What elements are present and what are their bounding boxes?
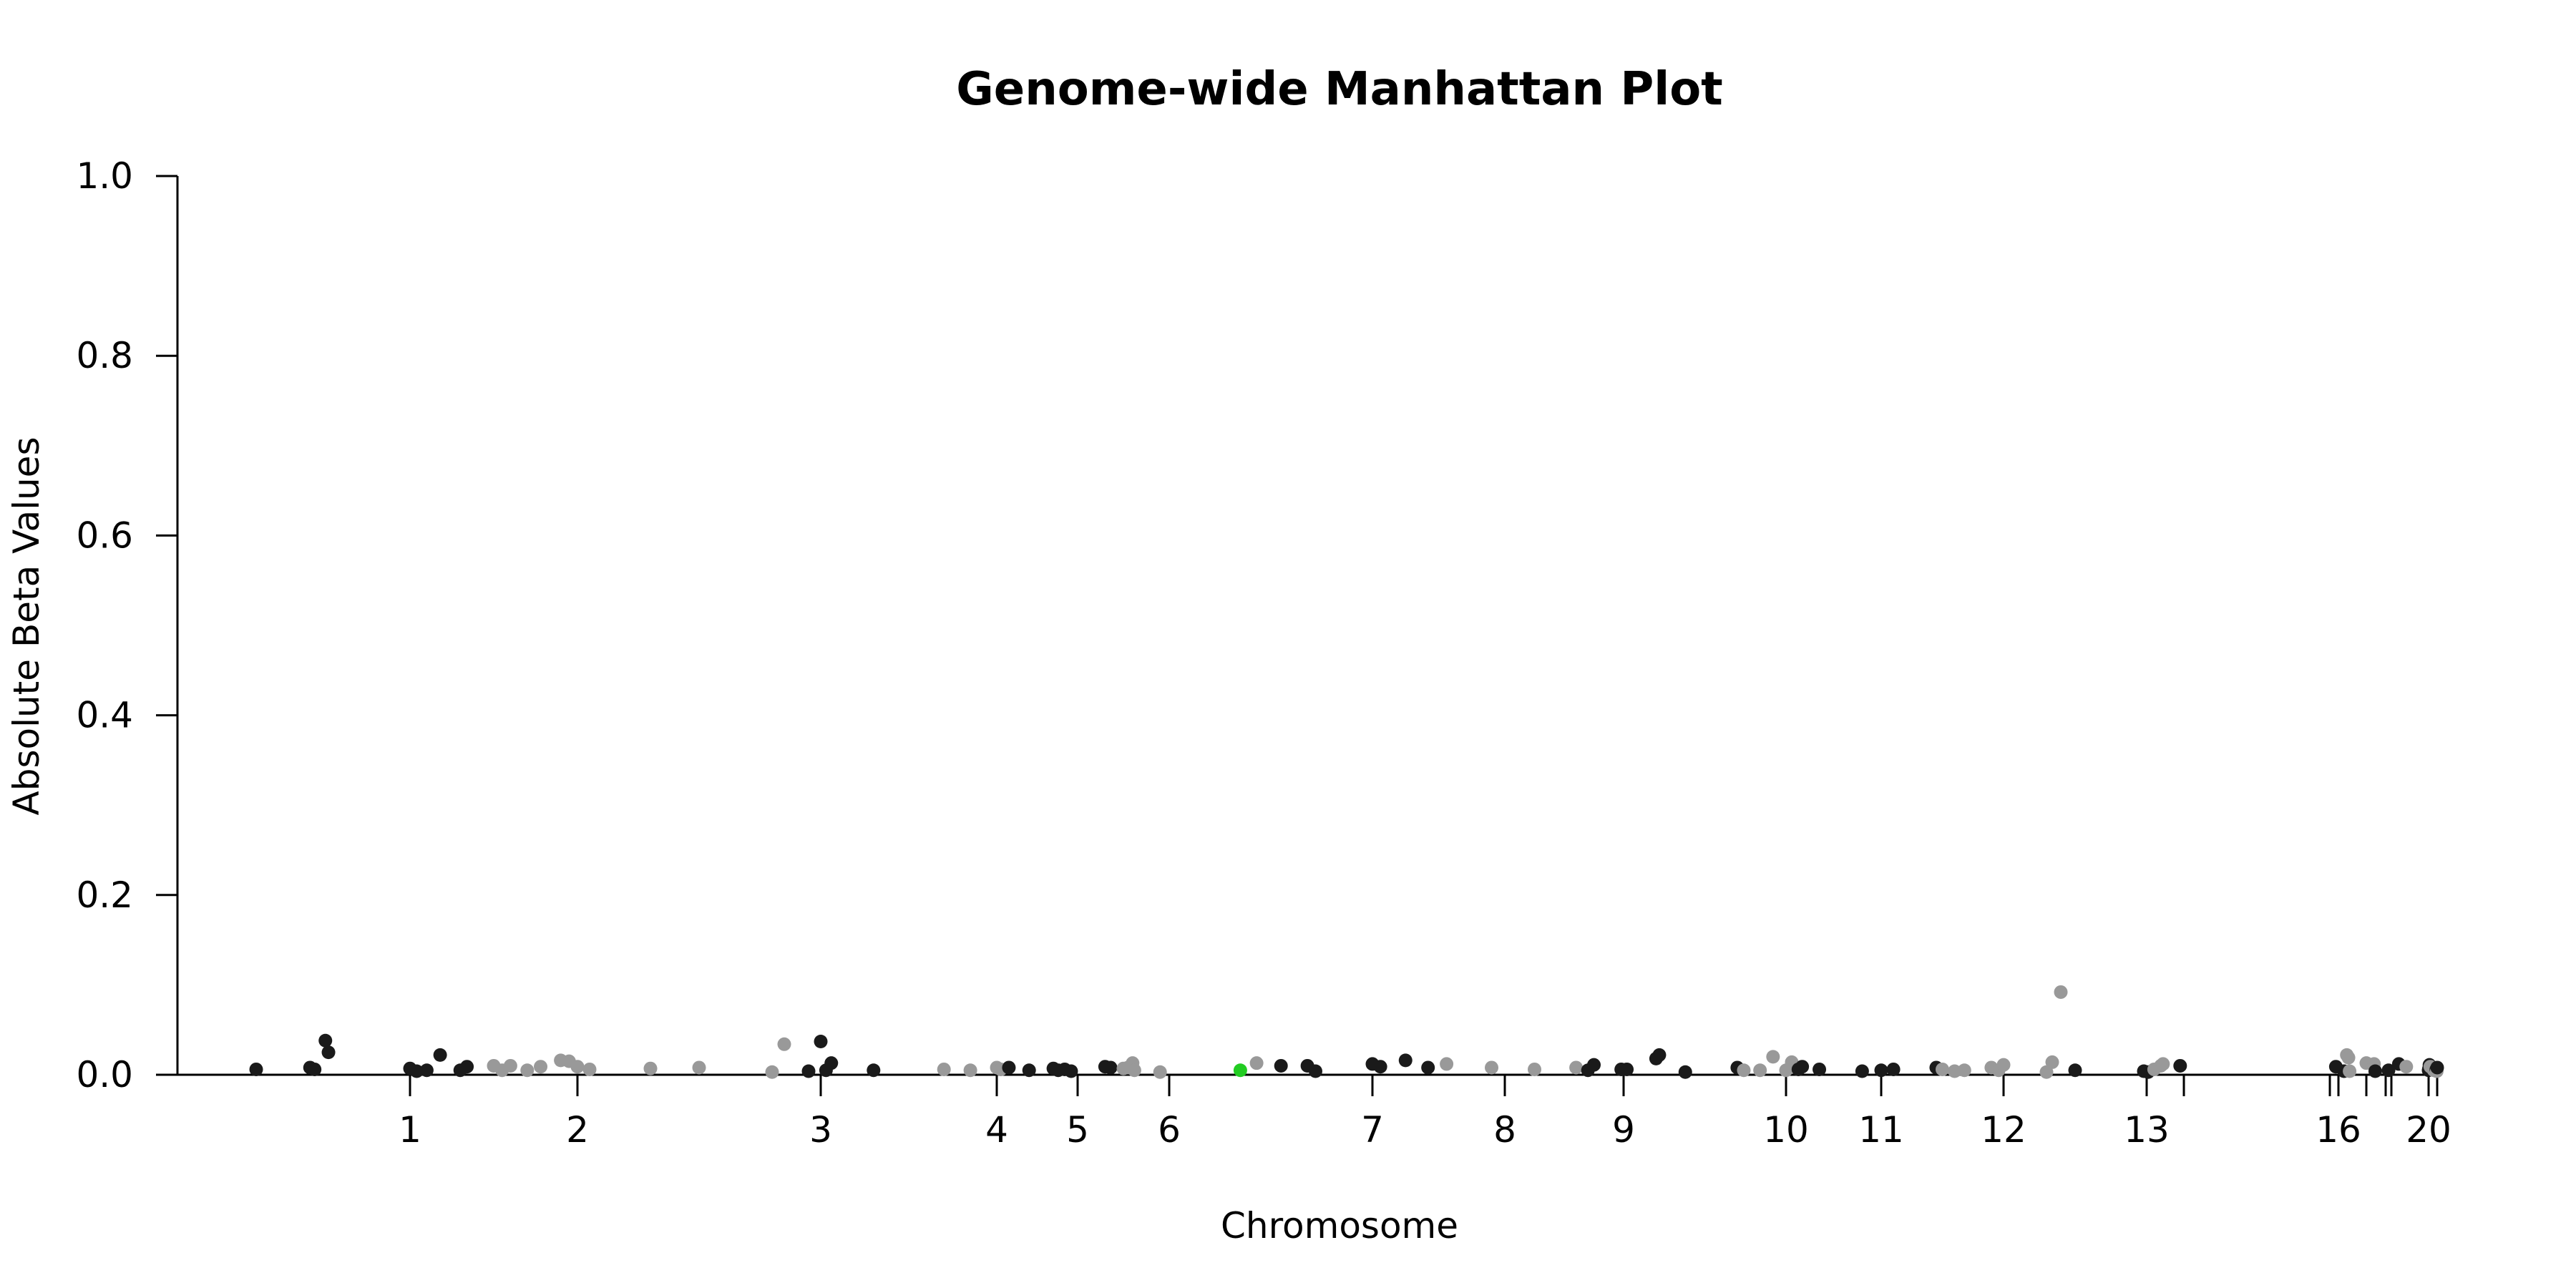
data-point	[1440, 1057, 1454, 1071]
data-point	[643, 1061, 658, 1075]
x-axis-label: Chromosome	[1221, 1205, 1458, 1246]
x-tick-label: 1	[399, 1109, 421, 1151]
data-point	[2368, 1064, 2382, 1078]
data-point	[1398, 1053, 1413, 1068]
x-axis: 1 2 3 4 5 6 7 8 9 10 11 12 13 16 20	[177, 1073, 2451, 1151]
data-point	[1737, 1063, 1751, 1078]
data-point	[1587, 1058, 1601, 1072]
y-tick-label: 0.2	[76, 874, 133, 916]
data-point	[1421, 1060, 1435, 1075]
data-point	[1373, 1060, 1387, 1074]
data-point	[321, 1045, 336, 1060]
x-tick-label: 5	[1066, 1109, 1089, 1151]
data-point	[534, 1060, 548, 1074]
y-tick-label: 0.0	[76, 1054, 133, 1096]
data-point	[1233, 1063, 1247, 1078]
data-point	[249, 1062, 263, 1076]
x-tick-label: 8	[1493, 1109, 1516, 1151]
data-points	[249, 985, 2444, 1079]
data-point	[460, 1060, 474, 1074]
data-point	[692, 1060, 706, 1075]
data-point	[1936, 1062, 1949, 1076]
y-tick-label: 1.0	[76, 155, 133, 197]
data-point	[2039, 1065, 2054, 1079]
data-point	[2399, 1060, 2414, 1074]
data-point	[1753, 1063, 1767, 1078]
data-point	[963, 1063, 977, 1078]
data-point	[1022, 1063, 1036, 1078]
data-point	[1996, 1058, 2011, 1072]
data-point	[1569, 1060, 1584, 1075]
x-tick-label: 4	[985, 1109, 1008, 1151]
data-point	[2381, 1063, 2396, 1078]
data-point	[2341, 1050, 2356, 1065]
data-point	[777, 1037, 791, 1051]
data-point	[503, 1058, 517, 1073]
data-point	[937, 1062, 951, 1076]
data-point	[867, 1063, 881, 1078]
data-point	[801, 1064, 816, 1078]
data-point	[1153, 1065, 1167, 1079]
data-point	[1813, 1062, 1827, 1076]
y-tick-label: 0.4	[76, 695, 133, 736]
x-tick-label: 13	[2124, 1109, 2170, 1151]
y-axis: 0.0 0.2 0.4 0.6 0.8 1.0	[76, 155, 179, 1096]
data-point	[1064, 1064, 1078, 1078]
data-point	[1620, 1062, 1634, 1076]
data-point	[1274, 1058, 1288, 1073]
data-point	[2054, 985, 2068, 999]
data-point	[1766, 1050, 1780, 1064]
x-tick-label: 9	[1612, 1109, 1635, 1151]
x-tick-label: 3	[809, 1109, 832, 1151]
data-point	[2045, 1055, 2059, 1069]
data-point	[2430, 1060, 2444, 1075]
data-point	[1957, 1063, 1971, 1078]
chart-title: Genome-wide Manhattan Plot	[956, 63, 1723, 116]
data-point	[1652, 1048, 1667, 1062]
data-point	[318, 1033, 333, 1048]
x-tick-label: 16	[2316, 1109, 2361, 1151]
data-point	[1308, 1064, 1322, 1078]
x-tick-label: 11	[1858, 1109, 1904, 1151]
data-point	[814, 1035, 828, 1049]
x-tick-label: 12	[1981, 1109, 2026, 1151]
data-point	[1678, 1065, 1692, 1079]
y-axis-label: Absolute Beta Values	[6, 437, 47, 816]
data-point	[1855, 1064, 1869, 1078]
data-point	[419, 1063, 434, 1078]
data-point	[1127, 1063, 1141, 1078]
data-point	[520, 1063, 535, 1078]
x-tick-label: 7	[1361, 1109, 1384, 1151]
x-tick-label: 20	[2406, 1109, 2451, 1151]
y-tick-label: 0.6	[76, 514, 133, 556]
data-point	[2068, 1063, 2082, 1078]
data-point	[308, 1062, 322, 1076]
data-point	[1485, 1060, 1498, 1075]
data-point	[1886, 1062, 1901, 1076]
data-point	[824, 1056, 839, 1070]
data-point	[2173, 1058, 2187, 1073]
data-point	[1002, 1060, 1016, 1075]
data-point	[570, 1060, 585, 1074]
data-point	[2343, 1064, 2357, 1078]
y-tick-label: 0.8	[76, 335, 133, 376]
data-point	[1103, 1060, 1118, 1075]
data-point	[2156, 1057, 2170, 1071]
data-point	[1795, 1060, 1810, 1074]
data-point	[582, 1062, 597, 1076]
data-point	[433, 1048, 447, 1062]
data-point	[1874, 1063, 1888, 1078]
data-point	[1948, 1064, 1962, 1078]
x-tick-label: 10	[1763, 1109, 1809, 1151]
data-point	[1249, 1056, 1264, 1070]
x-tick-label: 2	[566, 1109, 589, 1151]
data-point	[765, 1065, 779, 1079]
data-point	[409, 1064, 424, 1078]
x-tick-label: 6	[1158, 1109, 1181, 1151]
data-point	[1528, 1062, 1541, 1076]
